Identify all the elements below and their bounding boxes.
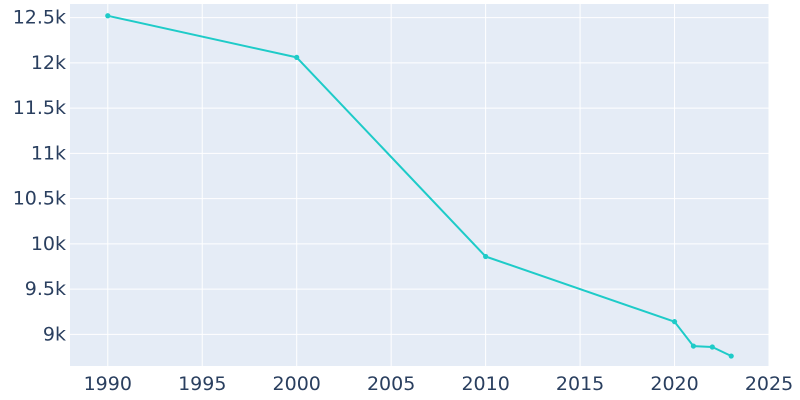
y-tick-label: 11.5k <box>13 97 66 119</box>
plot-area <box>70 4 769 366</box>
x-tick-label: 2010 <box>461 373 509 395</box>
data-point <box>294 54 300 60</box>
y-gridlines <box>70 17 769 335</box>
x-tick-label: 1995 <box>178 373 226 395</box>
data-point <box>709 344 715 350</box>
x-tick-label: 2025 <box>745 373 793 395</box>
x-axis-tick-labels: 1990 1995 2000 2005 2010 2015 2020 2025 <box>84 373 794 395</box>
data-point <box>483 253 489 260</box>
series-group <box>105 13 734 359</box>
x-tick-label: 2015 <box>556 373 604 395</box>
x-gridlines <box>107 4 770 366</box>
y-tick-label: 12k <box>31 52 66 74</box>
x-tick-label: 1990 <box>84 373 132 395</box>
x-tick-label: 2005 <box>367 373 415 395</box>
data-point <box>671 319 678 325</box>
y-tick-label: 10k <box>31 233 66 255</box>
y-axis-tick-labels: 9k 9.5k 10k 10.5k 11k 11.5k 12k 12.5k <box>13 7 66 346</box>
y-tick-label: 11k <box>31 142 66 164</box>
x-tick-label: 2020 <box>650 373 698 395</box>
data-point <box>728 353 734 359</box>
y-tick-label: 12.5k <box>13 7 66 29</box>
x-tick-label: 2000 <box>273 373 321 395</box>
data-point <box>690 343 697 349</box>
y-tick-label: 9.5k <box>25 278 66 300</box>
data-point <box>105 13 111 19</box>
y-tick-label: 9k <box>43 323 66 345</box>
y-tick-label: 10.5k <box>13 188 66 210</box>
